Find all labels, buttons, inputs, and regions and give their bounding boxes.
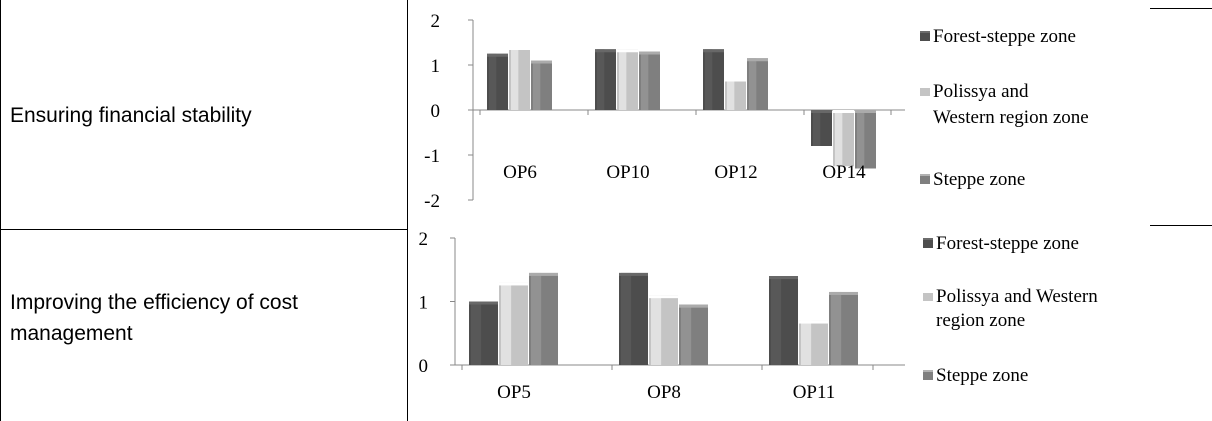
bar-highlight bbox=[531, 272, 542, 365]
legend-swatch-cap bbox=[923, 238, 933, 240]
bar-highlight bbox=[727, 78, 735, 110]
table-row-divider bbox=[0, 229, 407, 230]
table-row-divider-right bbox=[1150, 225, 1212, 226]
legend-swatch-cap bbox=[923, 370, 933, 372]
bar-cap bbox=[487, 53, 508, 57]
y-tick-label: 0 bbox=[431, 101, 441, 122]
y-tick-label: 2 bbox=[431, 11, 441, 32]
bar-cap bbox=[747, 58, 768, 62]
bar-cap bbox=[619, 272, 648, 276]
bar-highlight bbox=[857, 110, 865, 169]
y-tick-label: 0 bbox=[419, 356, 429, 377]
bar-cap bbox=[703, 49, 724, 53]
bar-highlight bbox=[533, 60, 541, 110]
legend-swatch bbox=[920, 174, 930, 184]
legend-swatch bbox=[920, 31, 930, 41]
row-label-cost-management: Improving the efficiency of cost managem… bbox=[10, 291, 298, 345]
bar-highlight bbox=[831, 291, 842, 365]
bar-highlight bbox=[471, 301, 482, 365]
bar-highlight bbox=[681, 304, 692, 365]
bar-highlight bbox=[621, 272, 632, 365]
table-border-mid bbox=[407, 0, 408, 421]
bar-cap bbox=[509, 47, 530, 50]
legend-swatch bbox=[923, 291, 933, 301]
legend-label: Forest-steppe zone bbox=[933, 26, 1076, 47]
legend-swatch bbox=[920, 86, 930, 96]
legend-swatch bbox=[923, 238, 933, 248]
legend-swatch-cap bbox=[923, 291, 933, 293]
bar-cap bbox=[639, 51, 660, 55]
table-border-left bbox=[0, 0, 1, 421]
bar-highlight bbox=[619, 49, 627, 110]
row-label-financial-stability: Ensuring financial stability bbox=[10, 104, 252, 127]
bar-highlight bbox=[749, 58, 757, 110]
legend-swatch-cap bbox=[920, 174, 930, 176]
bar-cap bbox=[725, 78, 746, 82]
bar-cap bbox=[829, 291, 858, 295]
bar-highlight bbox=[489, 53, 497, 110]
bar-cap bbox=[855, 110, 876, 113]
bar-highlight bbox=[511, 47, 519, 110]
x-tick-label: OP6 bbox=[503, 162, 537, 183]
y-tick-label: -2 bbox=[424, 191, 440, 212]
bar-highlight bbox=[597, 49, 605, 110]
legend-swatch bbox=[923, 370, 933, 380]
bar-cap bbox=[469, 301, 498, 305]
y-tick-label: -1 bbox=[424, 146, 440, 167]
y-tick-label: 1 bbox=[431, 56, 441, 77]
legend-label: Polissya and bbox=[933, 81, 1029, 102]
legend-swatch-cap bbox=[920, 86, 930, 88]
bar-highlight bbox=[835, 110, 843, 167]
bar-cap bbox=[649, 295, 678, 299]
bar-highlight bbox=[641, 51, 649, 110]
legend-label: Steppe zone bbox=[936, 365, 1028, 386]
legend-label: Forest-steppe zone bbox=[936, 233, 1079, 254]
legend-label: Polissya and Western bbox=[936, 286, 1098, 307]
bar-highlight bbox=[651, 295, 662, 365]
y-tick-label: 1 bbox=[419, 293, 429, 314]
y-tick-label: 2 bbox=[419, 229, 429, 250]
table-row-divider-right-top bbox=[1150, 8, 1212, 9]
bar-cap bbox=[595, 49, 616, 53]
bar-cap bbox=[529, 272, 558, 276]
bar-highlight bbox=[801, 320, 812, 365]
bar-highlight bbox=[813, 110, 821, 146]
legend-label: Steppe zone bbox=[933, 169, 1025, 190]
bar-cap bbox=[799, 320, 828, 324]
bar-cap bbox=[499, 282, 528, 286]
x-tick-label: OP8 bbox=[647, 382, 681, 403]
bar-highlight bbox=[501, 282, 512, 365]
bar-highlight bbox=[705, 49, 713, 110]
x-tick-label: OP11 bbox=[793, 382, 836, 403]
bar-cap bbox=[811, 110, 832, 113]
legend-label: Western region zone bbox=[933, 107, 1089, 128]
bar-cap bbox=[617, 49, 638, 53]
legend-label: region zone bbox=[936, 310, 1025, 331]
x-tick-label: OP12 bbox=[714, 162, 757, 183]
x-tick-label: OP14 bbox=[822, 162, 866, 183]
x-tick-label: OP5 bbox=[497, 382, 531, 403]
bar-cap bbox=[679, 304, 708, 308]
x-tick-label: OP10 bbox=[606, 162, 649, 183]
legend-swatch-cap bbox=[920, 31, 930, 33]
bar-cap bbox=[769, 276, 798, 280]
bar-cap bbox=[833, 110, 854, 113]
bar-highlight bbox=[771, 276, 782, 365]
bar-cap bbox=[531, 60, 552, 64]
